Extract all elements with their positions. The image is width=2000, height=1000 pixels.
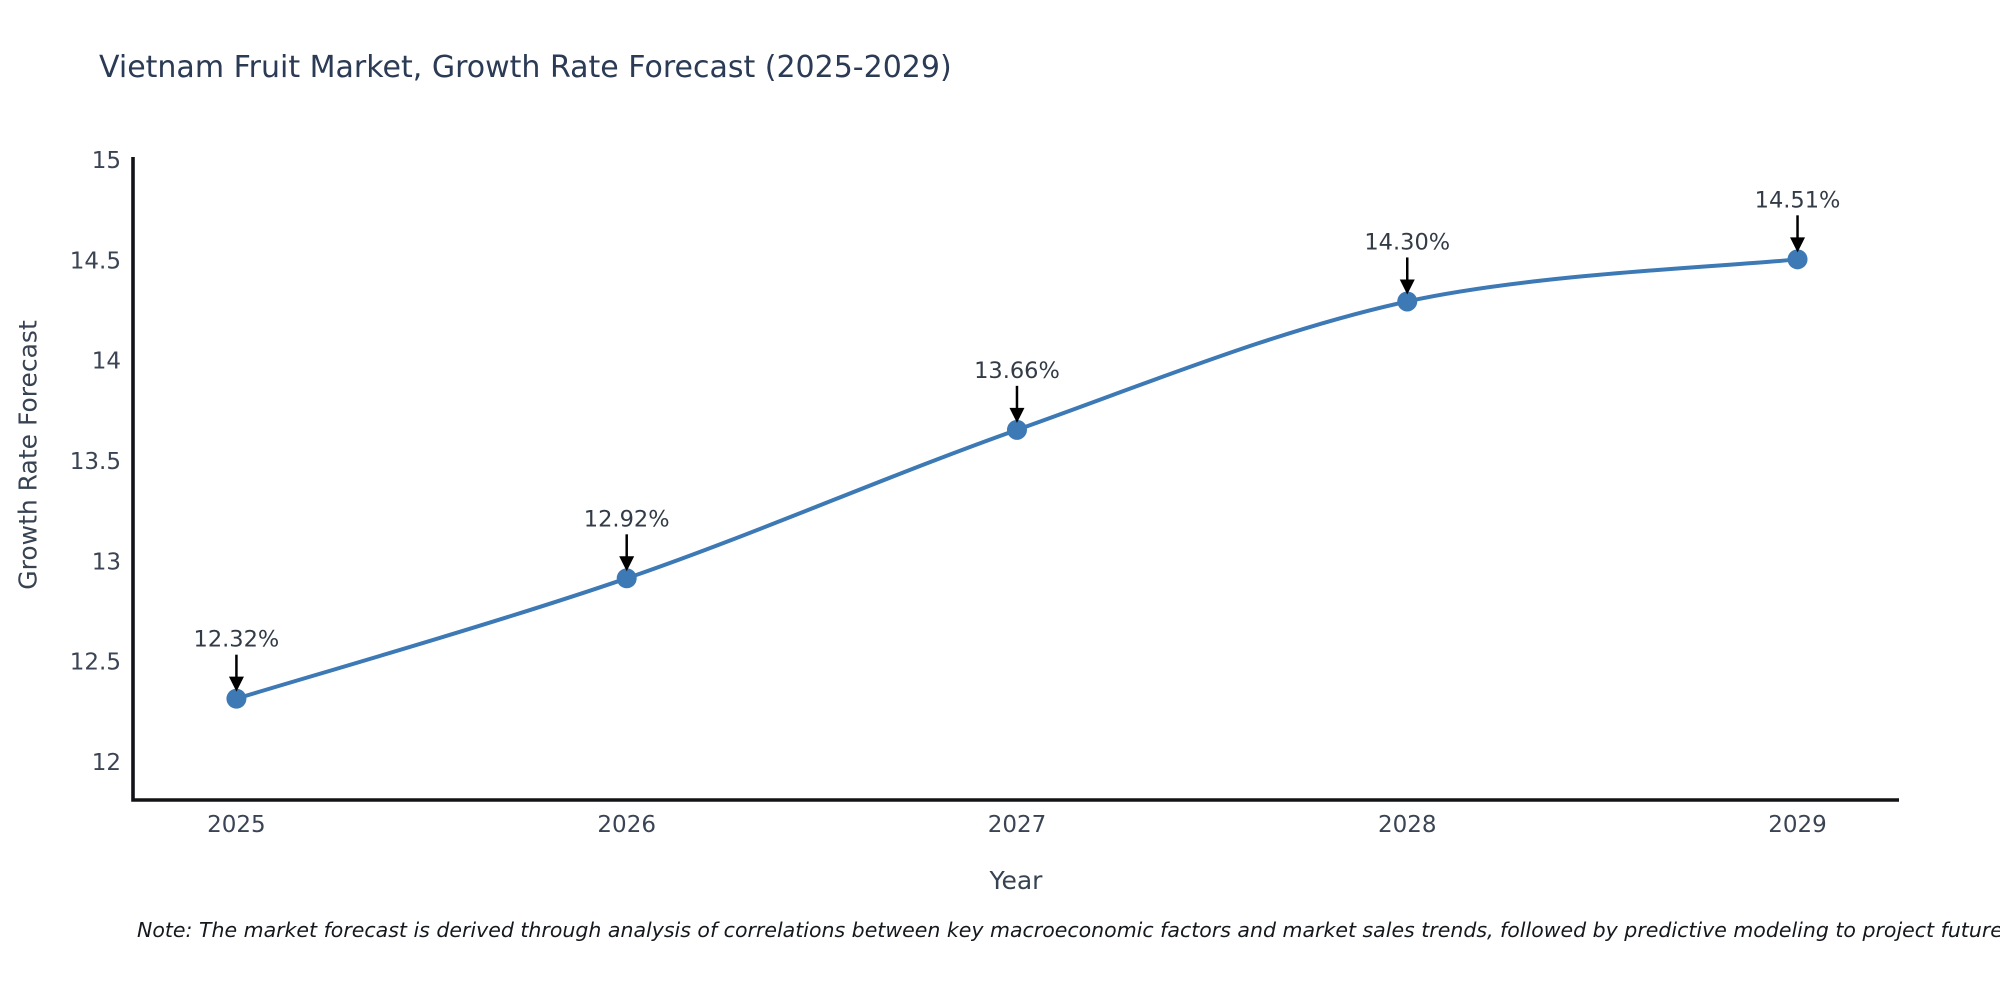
x-tick-label: 2026 xyxy=(597,812,656,838)
data-point-marker xyxy=(1006,419,1027,440)
y-tick-label: 15 xyxy=(92,148,121,174)
x-tick-label: 2029 xyxy=(1768,812,1827,838)
annotation-label: 12.32% xyxy=(194,627,280,653)
forecast-line xyxy=(234,257,1800,701)
x-tick-label: 2025 xyxy=(207,812,266,838)
annotation-label: 14.30% xyxy=(1364,229,1450,255)
annotation-arrowhead xyxy=(1399,279,1415,295)
annotation-label: 13.66% xyxy=(974,358,1060,384)
y-tick-label: 12 xyxy=(92,750,121,776)
y-axis-title: Growth Rate Forecast xyxy=(13,320,43,590)
x-tick-label: 2027 xyxy=(988,812,1047,838)
data-point-marker xyxy=(1787,249,1808,270)
axis-spines xyxy=(131,157,1899,802)
annotation-arrowhead xyxy=(1790,237,1806,253)
footnote: Note: The market forecast is derived thr… xyxy=(137,918,2000,942)
annotation-arrowhead xyxy=(619,556,635,572)
y-tick-label: 14.5 xyxy=(70,248,121,274)
x-tick-label: 2028 xyxy=(1378,812,1437,838)
y-tick-label: 14 xyxy=(92,349,121,375)
data-point-marker xyxy=(226,688,247,709)
annotation-arrowhead xyxy=(228,676,244,692)
annotation-label: 14.51% xyxy=(1755,187,1841,213)
chart-title: Vietnam Fruit Market, Growth Rate Foreca… xyxy=(99,50,952,85)
data-point-marker xyxy=(1397,291,1418,312)
annotation-arrowhead xyxy=(1009,407,1025,423)
y-tick-label: 13 xyxy=(92,549,121,575)
annotation-label: 12.92% xyxy=(584,506,670,532)
x-axis-title: Year xyxy=(989,866,1043,895)
data-point-marker xyxy=(616,568,637,589)
y-tick-label: 12.5 xyxy=(70,650,121,676)
y-tick-label: 13.5 xyxy=(70,449,121,475)
